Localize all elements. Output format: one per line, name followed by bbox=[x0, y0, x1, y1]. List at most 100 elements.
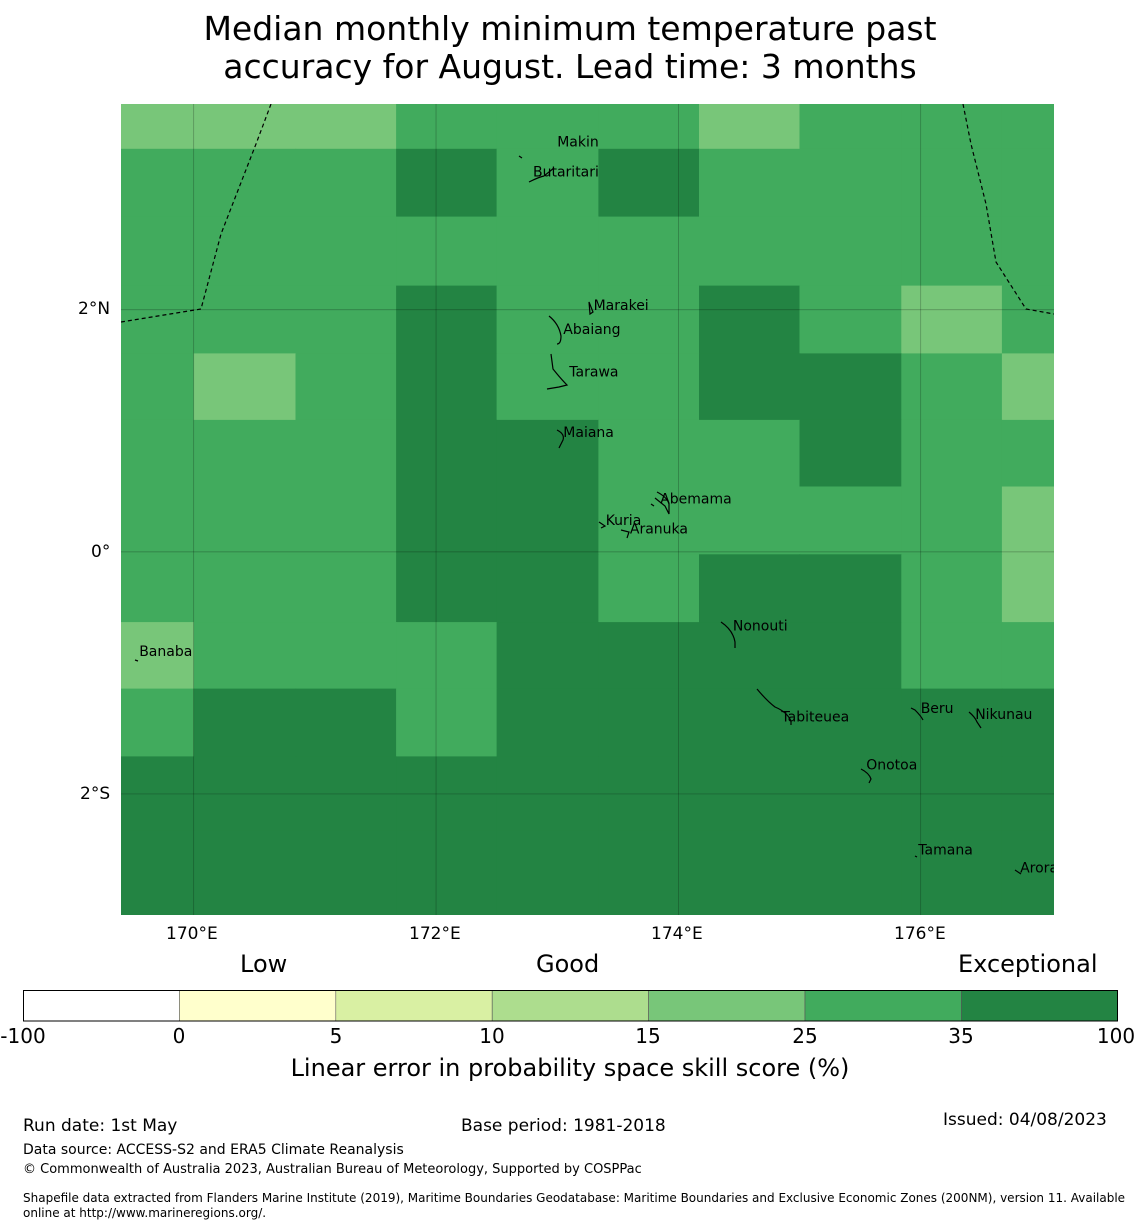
grid-cell bbox=[799, 622, 902, 690]
island-label: Onotoa bbox=[866, 758, 917, 774]
grid-cell bbox=[496, 216, 599, 287]
island-label: Makin bbox=[557, 134, 599, 150]
island-label: Abemama bbox=[660, 491, 732, 507]
grid-cell bbox=[901, 756, 1003, 831]
grid-cell bbox=[496, 830, 599, 915]
grid-cell bbox=[396, 353, 498, 421]
grid-cell bbox=[496, 353, 599, 421]
grid-cell bbox=[901, 419, 1003, 488]
grid-cell bbox=[193, 622, 297, 690]
grid-cell bbox=[598, 148, 700, 218]
island-label: Beru bbox=[921, 701, 954, 717]
grid-cell bbox=[295, 486, 397, 555]
grid-cell bbox=[598, 285, 700, 354]
grid-cell bbox=[193, 419, 297, 488]
grid-cell bbox=[598, 622, 700, 690]
island-label: Nikunau bbox=[975, 707, 1032, 723]
grid-cell bbox=[295, 554, 397, 623]
grid-cell bbox=[598, 104, 700, 150]
issued-date: Issued: 04/08/2023 bbox=[943, 1110, 1107, 1130]
grid-cell bbox=[396, 419, 498, 488]
grid-cell bbox=[1001, 285, 1054, 354]
colorbar-tick-0: 0 bbox=[172, 1024, 186, 1048]
grid-cell bbox=[193, 216, 297, 287]
grid-cell bbox=[799, 216, 902, 287]
run-date: Run date: 1st May bbox=[23, 1116, 178, 1136]
grid-cell bbox=[901, 148, 1003, 218]
grid-cell bbox=[1001, 486, 1054, 555]
island-label: Aranuka bbox=[630, 522, 688, 538]
grid-cell bbox=[121, 554, 195, 623]
lat-label-0: 0° bbox=[91, 542, 111, 562]
grid-cell bbox=[901, 216, 1003, 287]
shapefile-credit-2: online at http://www.marineregions.org/. bbox=[23, 1206, 267, 1220]
grid-cell bbox=[1001, 216, 1054, 287]
lon-label-172: 172°E bbox=[409, 924, 461, 944]
colorbar-tick-100: 100 bbox=[1096, 1024, 1136, 1048]
skill-grid bbox=[121, 104, 1054, 915]
island-label: Nonouti bbox=[733, 619, 788, 635]
grid-cell bbox=[699, 353, 801, 421]
grid-cell bbox=[121, 622, 195, 690]
grid-cell bbox=[496, 104, 599, 150]
grid-cell bbox=[496, 486, 599, 555]
grid-cell bbox=[799, 756, 902, 831]
grid-cell bbox=[396, 285, 498, 354]
grid-cell bbox=[699, 216, 801, 287]
grid-cell bbox=[699, 148, 801, 218]
grid-cell bbox=[396, 486, 498, 555]
grid-cell bbox=[799, 104, 902, 150]
grid-cell bbox=[1001, 104, 1054, 150]
grid-cell bbox=[396, 756, 498, 831]
grid-cell bbox=[121, 830, 195, 915]
grid-cell bbox=[295, 756, 397, 831]
grid-cell bbox=[699, 756, 801, 831]
grid-cell bbox=[496, 554, 599, 623]
island-label: Maiana bbox=[563, 425, 614, 441]
island-label: Arorae bbox=[1020, 861, 1054, 877]
grid-cell bbox=[1001, 622, 1054, 690]
grid-cell bbox=[121, 285, 195, 354]
grid-cell bbox=[121, 104, 195, 150]
grid-cell bbox=[295, 353, 397, 421]
island-label: Tarawa bbox=[568, 364, 618, 380]
title-line-1: Median monthly minimum temperature past bbox=[203, 9, 937, 48]
lat-label-2s: 2°S bbox=[80, 784, 111, 804]
grid-cell bbox=[1001, 353, 1054, 421]
island-label: Tabiteuea bbox=[780, 709, 849, 725]
island-label: Abaiang bbox=[563, 322, 620, 338]
data-source: Data source: ACCESS-S2 and ERA5 Climate … bbox=[23, 1142, 404, 1158]
colorbar-tick-35: 35 bbox=[948, 1024, 974, 1048]
grid-cell bbox=[901, 486, 1003, 555]
grid-cell bbox=[598, 756, 700, 831]
colorbar-tick-neg100: -100 bbox=[0, 1024, 46, 1048]
colorbar-seg-15-25 bbox=[648, 990, 806, 1022]
grid-cell bbox=[901, 622, 1003, 690]
colorbar-word-exceptional: Exceptional bbox=[958, 950, 1098, 978]
island-label: Butaritari bbox=[533, 165, 599, 181]
grid-cell bbox=[699, 104, 801, 150]
grid-cell bbox=[598, 486, 700, 555]
grid-cell bbox=[699, 486, 801, 555]
colorbar-seg-10-15 bbox=[491, 990, 649, 1022]
colorbar-seg-25-35 bbox=[804, 990, 962, 1022]
colorbar-seg-0-5 bbox=[179, 990, 337, 1022]
base-period: Base period: 1981-2018 bbox=[461, 1116, 666, 1136]
grid-cell bbox=[901, 353, 1003, 421]
island-label: Tamana bbox=[917, 843, 972, 859]
grid-cell bbox=[295, 688, 397, 757]
shapefile-credit-1: Shapefile data extracted from Flanders M… bbox=[23, 1191, 1126, 1205]
lon-label-170: 170°E bbox=[166, 924, 218, 944]
grid-cell bbox=[496, 419, 599, 488]
grid-cell bbox=[598, 830, 700, 915]
grid-cell bbox=[799, 419, 902, 488]
grid-cell bbox=[598, 353, 700, 421]
colorbar-seg-neg bbox=[23, 990, 180, 1022]
grid-cell bbox=[496, 148, 599, 218]
grid-cell bbox=[699, 622, 801, 690]
grid-cell bbox=[901, 285, 1003, 354]
grid-cell bbox=[396, 216, 498, 287]
island-label: Banaba bbox=[139, 644, 192, 660]
colorbar-tick-25: 25 bbox=[792, 1024, 818, 1048]
grid-cell bbox=[121, 486, 195, 555]
